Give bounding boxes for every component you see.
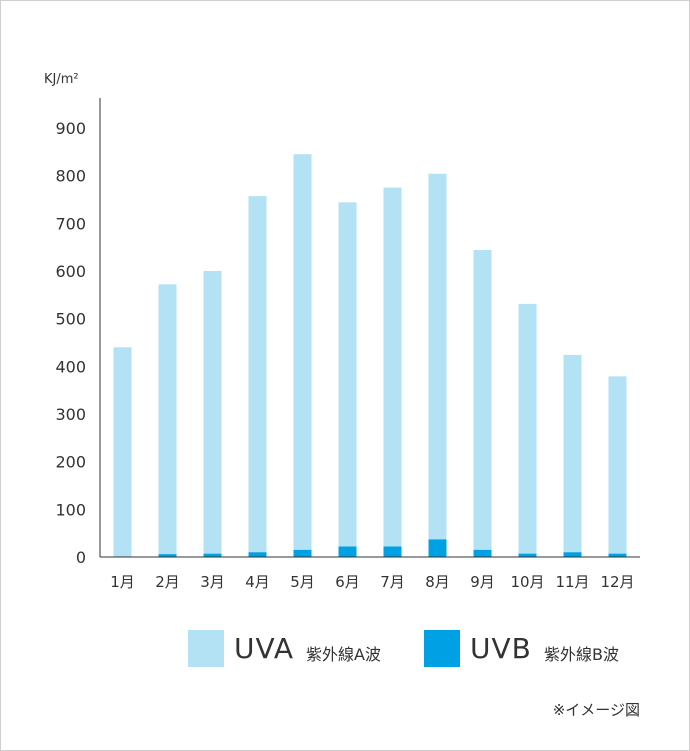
x-tick-label: 10月 [510, 573, 544, 591]
bar-uva [293, 154, 312, 550]
y-tick-label: 800 [55, 167, 86, 186]
bar-uvb [248, 552, 267, 557]
bar-uva [383, 187, 402, 547]
x-tick-label: 11月 [555, 573, 589, 591]
y-axis-unit: KJ/m² [44, 72, 79, 87]
bar-uvb [158, 554, 177, 557]
bar-uva [248, 196, 267, 553]
bar-uvb [473, 549, 492, 557]
bar-uvb [563, 552, 582, 557]
y-tick-label: 400 [55, 357, 86, 376]
x-tick-label: 4月 [245, 573, 270, 591]
x-tick-label: 7月 [380, 573, 405, 591]
y-tick-label: 600 [55, 262, 86, 281]
x-tick-label: 2月 [155, 573, 180, 591]
bar-uva [518, 303, 537, 554]
legend-code-uvb: UVB [470, 632, 532, 665]
bar-uva [203, 271, 222, 554]
x-tick-label: 1月 [110, 573, 135, 591]
bar-uvb [518, 553, 537, 557]
footnote: ※イメージ図 [552, 701, 640, 719]
bar-uva [608, 376, 627, 554]
x-tick-label: 3月 [200, 573, 225, 591]
legend-swatch-uva [188, 630, 224, 667]
bar-uva [113, 347, 132, 557]
bar-uvb [608, 553, 627, 557]
y-tick-label: 900 [55, 119, 86, 138]
bar-uva [473, 250, 492, 550]
bar-uva [338, 202, 357, 547]
y-tick-label: 0 [76, 548, 86, 567]
bar-uvb [338, 546, 357, 557]
x-tick-label: 9月 [470, 573, 495, 591]
x-tick-label: 12月 [600, 573, 634, 591]
uv-bar-chart: KJ/m² 0 100 200 300 400 500 600 700 800 900 1月 2月 3月 4… [44, 72, 640, 591]
bar-uvb [293, 549, 312, 557]
x-tick-label: 6月 [335, 573, 360, 591]
x-tick-label: 8月 [425, 573, 450, 591]
y-tick-label: 100 [55, 500, 86, 519]
legend-swatch-uvb [424, 630, 460, 667]
legend-desc-uvb: 紫外線B波 [544, 645, 619, 664]
y-tick-label: 700 [55, 214, 86, 233]
bar-uvb [383, 546, 402, 557]
legend-desc-uva: 紫外線A波 [306, 645, 381, 664]
bar-uva [428, 173, 447, 540]
y-tick-label: 300 [55, 405, 86, 424]
legend-code-uva: UVA [234, 632, 295, 665]
bar-uvb [428, 539, 447, 557]
bar-uva [563, 354, 582, 553]
x-tick-label: 5月 [290, 573, 315, 591]
bar-uvb [203, 553, 222, 557]
y-tick-label: 500 [55, 310, 86, 329]
bar-uva [158, 284, 177, 555]
y-tick-label: 200 [55, 453, 86, 472]
